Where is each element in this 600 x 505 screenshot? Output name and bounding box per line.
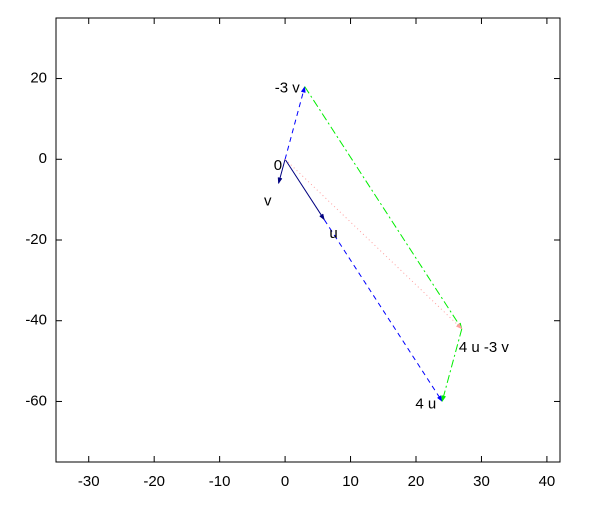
y-tick-label: 0 bbox=[39, 150, 47, 167]
arrow-head bbox=[319, 213, 325, 221]
point-label: v bbox=[264, 192, 272, 209]
arrow-head bbox=[300, 85, 306, 93]
vector-segment bbox=[304, 86, 463, 330]
x-tick-label: -20 bbox=[143, 473, 165, 490]
arrow-head bbox=[436, 395, 443, 403]
x-tick-label: -10 bbox=[209, 473, 231, 490]
point-label: u bbox=[329, 225, 337, 242]
y-tick-label: -20 bbox=[25, 231, 47, 248]
vector-segment bbox=[284, 86, 306, 160]
y-tick-label: -60 bbox=[25, 392, 47, 409]
point-label: 4 u -3 v bbox=[459, 339, 510, 356]
arrow-head bbox=[277, 177, 283, 185]
arrow-head bbox=[455, 322, 463, 330]
point-label: 4 u bbox=[415, 395, 436, 412]
vector-segment bbox=[284, 159, 325, 221]
point-label: 0 bbox=[274, 157, 282, 174]
point-label: -3 v bbox=[275, 80, 301, 97]
x-tick-label: 0 bbox=[281, 473, 289, 490]
arrow-head bbox=[441, 395, 447, 403]
x-tick-label: 30 bbox=[473, 473, 490, 490]
x-tick-label: -30 bbox=[78, 473, 100, 490]
vector-segment bbox=[441, 328, 463, 402]
vector-segment bbox=[323, 219, 443, 402]
x-tick-label: 40 bbox=[539, 473, 556, 490]
vector-segment bbox=[284, 158, 463, 330]
x-tick-label: 10 bbox=[342, 473, 359, 490]
plot-frame bbox=[55, 17, 561, 463]
y-tick-label: 20 bbox=[30, 70, 47, 87]
x-tick-label: 20 bbox=[408, 473, 425, 490]
y-tick-label: -40 bbox=[25, 312, 47, 329]
